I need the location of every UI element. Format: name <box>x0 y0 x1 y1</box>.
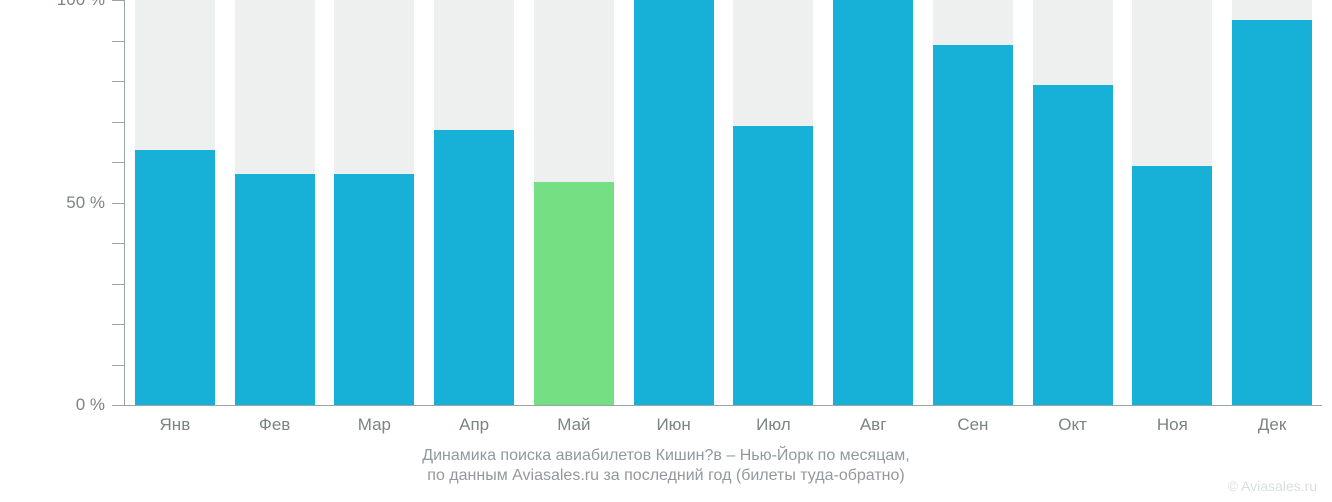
bar-slot <box>733 0 813 405</box>
y-tick-label: 100 % <box>0 0 105 10</box>
y-tick <box>112 81 124 82</box>
y-tick <box>112 324 124 325</box>
monthly-search-chart: 0 % 50 % 100 % Янв Фев Мар Апр Май Июн Июл Авг Сен… <box>0 0 1332 502</box>
y-tick <box>112 405 124 406</box>
bar-slot <box>235 0 315 405</box>
x-tick-label: Авг <box>860 415 887 435</box>
bar <box>135 150 215 405</box>
y-tick <box>112 122 124 123</box>
bar-slot <box>534 0 614 405</box>
chart-plot-area <box>125 0 1322 405</box>
x-tick-label: Июл <box>756 415 791 435</box>
bar-slot <box>334 0 414 405</box>
x-axis-line <box>124 405 1322 406</box>
bar-slot <box>1232 0 1312 405</box>
bar <box>534 182 614 405</box>
chart-caption-line-2: по данным Aviasales.ru за последний год … <box>0 467 1332 485</box>
y-tick <box>112 243 124 244</box>
bar-slot <box>434 0 514 405</box>
bar <box>634 0 714 405</box>
x-tick-label: Мар <box>358 415 391 435</box>
y-tick <box>112 203 124 204</box>
y-tick <box>112 0 124 1</box>
bar-slot <box>1132 0 1212 405</box>
y-tick <box>112 41 124 42</box>
bar <box>235 174 315 405</box>
bar <box>1033 85 1113 405</box>
y-tick <box>112 162 124 163</box>
x-tick-label: Дек <box>1258 415 1286 435</box>
x-tick-label: Май <box>557 415 590 435</box>
bar <box>933 45 1013 405</box>
bar <box>833 0 913 405</box>
y-tick-label: 0 % <box>0 395 105 415</box>
chart-caption-line-1: Динамика поиска авиабилетов Кишин?в – Нь… <box>0 447 1332 465</box>
bar-slot <box>933 0 1013 405</box>
bar <box>334 174 414 405</box>
x-tick-label: Апр <box>459 415 489 435</box>
bar <box>733 126 813 405</box>
watermark-text: © Aviasales.ru <box>1228 478 1317 494</box>
bar-slot <box>634 0 714 405</box>
x-tick-label: Янв <box>160 415 191 435</box>
bar <box>434 130 514 405</box>
x-tick-label: Окт <box>1058 415 1087 435</box>
y-tick <box>112 365 124 366</box>
bar-slot <box>135 0 215 405</box>
x-tick-label: Фев <box>259 415 290 435</box>
y-tick <box>112 284 124 285</box>
x-tick-label: Июн <box>656 415 690 435</box>
bar <box>1132 166 1212 405</box>
bar-slot <box>1033 0 1113 405</box>
bar <box>1232 20 1312 405</box>
x-tick-label: Ноя <box>1157 415 1188 435</box>
y-tick-label: 50 % <box>0 193 105 213</box>
x-tick-label: Сен <box>957 415 988 435</box>
bar-slot <box>833 0 913 405</box>
